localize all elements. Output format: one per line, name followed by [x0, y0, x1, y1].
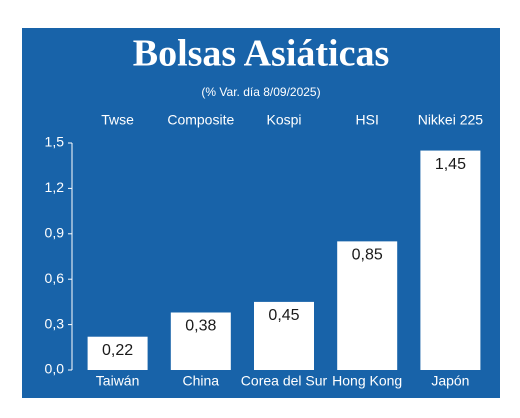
bar — [420, 150, 481, 370]
bar — [170, 312, 231, 370]
x-tick-label: Hong Kong — [332, 373, 402, 389]
index-label: HSI — [356, 112, 379, 128]
bar — [87, 336, 148, 370]
bar — [254, 301, 314, 370]
y-tick-label: 1,2 — [45, 179, 65, 195]
index-label: Kospi — [266, 112, 301, 128]
index-label: Nikkei 225 — [418, 112, 484, 128]
bar — [337, 241, 398, 370]
value-label: 0,38 — [185, 318, 216, 335]
y-tick-label: 0,6 — [45, 270, 65, 286]
chart-subtitle: (% Var. día 8/09/2025) — [201, 85, 320, 99]
y-tick-label: 1,5 — [45, 134, 65, 150]
x-tick-label: China — [183, 373, 220, 389]
y-tick-label: 0,3 — [45, 315, 65, 331]
value-label: 0,22 — [102, 342, 133, 359]
value-label: 0,45 — [268, 307, 299, 324]
index-label: Twse — [101, 112, 134, 128]
y-tick-label: 0,9 — [45, 225, 65, 241]
x-tick-label: Corea del Sur — [241, 373, 328, 389]
x-tick-label: Japón — [431, 373, 469, 389]
x-tick-label: Taiwán — [96, 373, 140, 389]
chart-title: Bolsas Asiáticas — [133, 33, 390, 75]
value-label: 0,85 — [352, 247, 383, 264]
value-label: 1,45 — [435, 156, 466, 173]
index-label: Composite — [167, 112, 234, 128]
y-tick-label: 0,0 — [45, 361, 65, 377]
